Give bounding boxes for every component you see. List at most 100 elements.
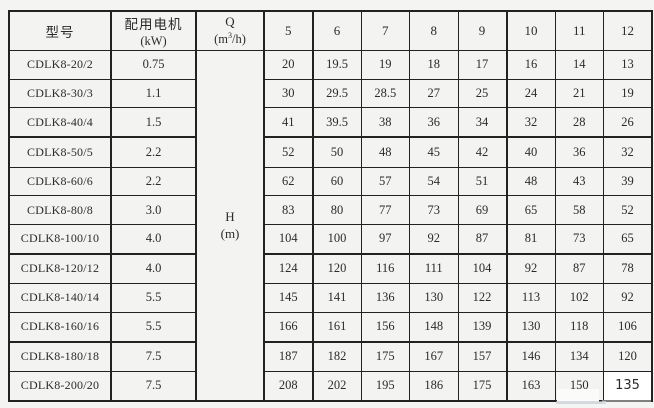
head-value-cell: 36 [554,136,604,168]
header-flow-unit: (m3/h) [214,31,246,47]
power-cell: 2.2 [110,136,197,168]
head-value-cell: 113 [505,283,556,313]
model-cell: CDLK8-20/2 [8,50,112,80]
table-row: CDLK8-200/20 7.5 208 202 195 186 175 163… [8,370,653,402]
head-value-cell: 18 [409,50,459,80]
head-value-cell: 166 [263,311,313,343]
power-cell: 1.1 [110,78,197,109]
head-value-cell: 111 [409,253,459,284]
head-value-cell: 161 [311,311,362,343]
header-flow-value: 5 [263,10,313,51]
pump-spec-table: 型号 配用电机 (kW) Q (m3/h) 5 6 7 8 9 10 11 12 [8,10,653,402]
head-value-cell: 34 [457,107,507,139]
head-value-cell: 148 [409,311,459,343]
head-value-cell: 80 [311,195,362,225]
header-flow-value: 10 [505,10,556,51]
scan-blue-smudge [556,401,606,404]
head-value-cell: 104 [263,223,313,255]
head-value-cell: 97 [360,223,410,255]
table-row: CDLK8-160/16 5.5 166 161 156 148 139 130… [8,311,653,343]
model-cell: CDLK8-180/18 [8,341,112,372]
head-unit-symbol: H [225,209,235,225]
head-value-cell: 87 [554,253,604,284]
head-value-cell: 32 [603,136,653,168]
head-value-cell: 38 [360,107,410,139]
head-value-cell: 120 [311,253,362,284]
head-value-cell: 32 [505,107,556,139]
header-flow-value: 9 [457,10,507,51]
head-value-cell-patched: 135 [603,370,653,402]
power-cell: 2.2 [110,166,197,197]
head-value-cell: 139 [457,311,507,343]
head-value-cell: 45 [409,136,459,168]
model-cell: CDLK8-200/20 [8,370,112,402]
head-value-cell: 57 [360,166,410,197]
table-row: CDLK8-20/2 0.75 H (m) 20 19.5 19 18 17 1… [8,50,653,402]
power-cell: 5.5 [110,311,197,343]
head-value-cell: 100 [311,223,362,255]
head-value-cell: 52 [263,136,313,168]
head-value-cell: 122 [457,283,507,313]
model-cell: CDLK8-160/16 [8,311,112,343]
head-value-cell: 21 [554,78,604,109]
head-value-cell: 73 [554,223,604,255]
head-value-cell: 73 [409,195,459,225]
head-value-cell: 52 [603,195,653,225]
model-cell: CDLK8-40/4 [8,107,112,139]
header-flow-value: 8 [409,10,459,51]
head-value-cell: 92 [409,223,459,255]
head-value-cell: 65 [603,223,653,255]
head-value-cell: 20 [263,50,313,80]
head-value-cell: 29.5 [311,78,362,109]
model-cell: CDLK8-60/6 [8,166,112,197]
head-value-cell: 175 [457,370,507,402]
model-cell: CDLK8-100/10 [8,223,112,255]
table-row: CDLK8-180/18 7.5 187 182 175 167 157 146… [8,341,653,372]
head-value-cell: 60 [311,166,362,197]
head-value-cell: 186 [409,370,459,402]
head-value-cell: 19 [603,78,653,109]
head-value-cell: 40 [505,136,556,168]
power-cell: 1.5 [110,107,197,139]
head-value-cell: 106 [603,311,653,343]
head-value-cell: 65 [505,195,556,225]
head-value-cell: 156 [360,311,410,343]
head-value-cell: 39.5 [311,107,362,139]
header-flow-value: 7 [360,10,410,51]
head-value-cell: 92 [603,283,653,313]
head-value-cell: 24 [505,78,556,109]
head-value-cell: 58 [554,195,604,225]
head-value-cell: 25 [457,78,507,109]
head-value-cell: 28 [554,107,604,139]
head-value-cell: 134 [554,341,604,372]
head-value-cell: 124 [263,253,313,284]
head-value-cell: 62 [263,166,313,197]
table-row: CDLK8-120/12 4.0 124 120 116 111 104 92 … [8,253,653,284]
header-flow: Q (m3/h) [195,10,265,51]
head-value-cell: 48 [505,166,556,197]
power-cell: 4.0 [110,253,197,284]
head-value-cell: 69 [457,195,507,225]
model-cell: CDLK8-50/5 [8,136,112,168]
power-cell: 7.5 [110,341,197,372]
table-row: CDLK8-140/14 5.5 145 141 136 130 122 113… [8,283,653,313]
head-value-cell: 202 [311,370,362,402]
head-unit-text: (m) [220,225,240,241]
head-value-cell: 30 [263,78,313,109]
head-value-cell: 104 [457,253,507,284]
power-cell: 5.5 [110,283,197,313]
head-value-cell: 92 [505,253,556,284]
head-value-cell: 48 [360,136,410,168]
header-motor: 配用电机 (kW) [110,10,197,51]
head-value-cell: 146 [505,341,556,372]
power-cell: 3.0 [110,195,197,225]
header-flow-value: 11 [554,10,604,51]
header-motor-unit: (kW) [140,34,167,48]
table-row: CDLK8-40/4 1.5 41 39.5 38 36 34 32 28 26 [8,107,653,139]
table-row: CDLK8-60/6 2.2 62 60 57 54 51 48 43 39 [8,166,653,197]
head-value-cell: 163 [505,370,556,402]
scan-faded-border [602,400,651,403]
table-row: CDLK8-80/8 3.0 83 80 77 73 69 65 58 52 [8,195,653,225]
head-value-cell: 118 [554,311,604,343]
header-motor-label: 配用电机 [124,17,183,32]
